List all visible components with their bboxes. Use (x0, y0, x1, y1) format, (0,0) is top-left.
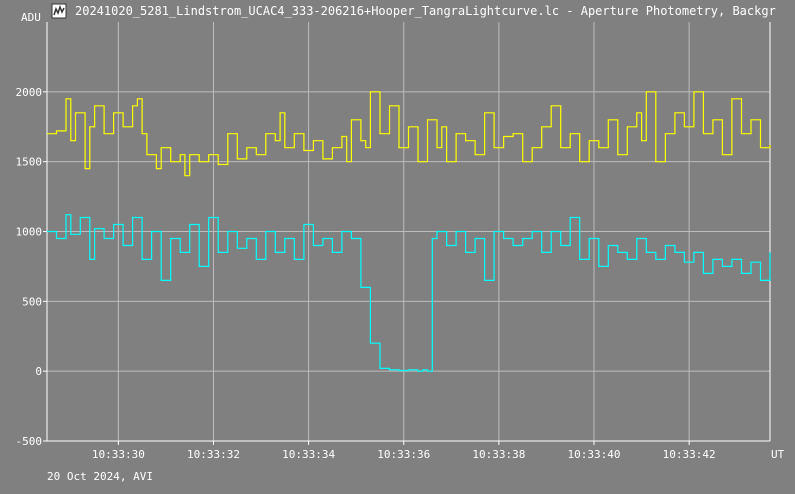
x-tick-label: 10:33:38 (472, 448, 525, 461)
footer-date-label: 20 Oct 2024, AVI (47, 470, 153, 483)
x-tick-labels: 10:33:30 10:33:32 10:33:34 10:33:36 10:33:38… (92, 448, 716, 461)
series-line-1 (47, 91, 771, 177)
series-line-2 (47, 214, 771, 372)
x-axis-label: UT (771, 448, 785, 461)
lightcurve-app-icon (51, 3, 67, 19)
y-tick-label: 500 (22, 295, 42, 308)
y-tick-label: 0 (35, 365, 42, 378)
y-tick-label: -500 (16, 435, 43, 448)
x-tick-label: 10:33:40 (568, 448, 621, 461)
y-tick-label: 1500 (16, 156, 43, 169)
x-tick-label: 10:33:36 (377, 448, 430, 461)
x-tick-label: 10:33:32 (187, 448, 240, 461)
data-series (47, 91, 771, 372)
grid-lines (47, 22, 770, 442)
y-tick-labels: -500 0 500 1000 1500 2000 (16, 86, 43, 448)
y-tick-label: 1000 (16, 226, 43, 239)
x-tick-label: 10:33:34 (282, 448, 335, 461)
y-tick-label: 2000 (16, 86, 43, 99)
window-title: 20241020_5281_Lindstrom_UCAC4_333-206216… (75, 4, 776, 18)
x-tick-label: 10:33:42 (663, 448, 716, 461)
y-axis-label: ADU (21, 11, 41, 24)
x-tick-label: 10:33:30 (92, 448, 145, 461)
